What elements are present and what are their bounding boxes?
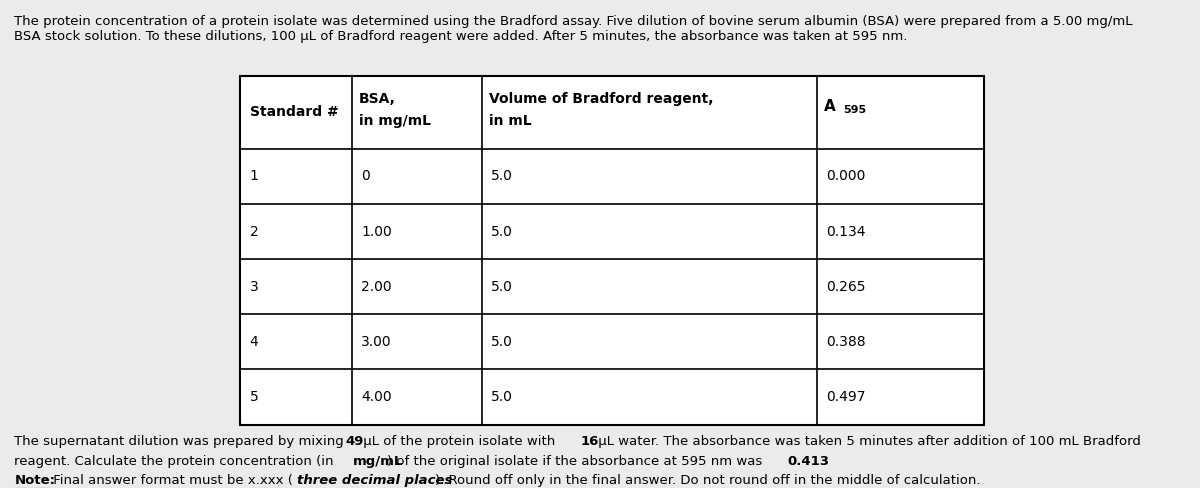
Text: 5.0: 5.0	[492, 390, 514, 404]
Text: three decimal places: three decimal places	[298, 474, 452, 488]
Text: BSA,: BSA,	[359, 92, 396, 105]
Text: 4.00: 4.00	[361, 390, 392, 404]
Text: μL water. The absorbance was taken 5 minutes after addition of 100 mL Bradford: μL water. The absorbance was taken 5 min…	[594, 435, 1141, 448]
Text: The protein concentration of a protein isolate was determined using the Bradford: The protein concentration of a protein i…	[14, 15, 1133, 42]
Text: 5.0: 5.0	[492, 224, 514, 239]
Text: 49: 49	[346, 435, 364, 448]
Text: in mL: in mL	[490, 114, 532, 128]
Text: 595: 595	[842, 105, 866, 115]
Text: 0.134: 0.134	[826, 224, 865, 239]
Text: 1.00: 1.00	[361, 224, 392, 239]
Text: ). Round off only in the final answer. Do not round off in the middle of calcula: ). Round off only in the final answer. D…	[436, 474, 980, 488]
Text: ) of the original isolate if the absorbance at 595 nm was: ) of the original isolate if the absorba…	[386, 455, 767, 468]
Text: 5.0: 5.0	[492, 169, 514, 183]
Text: 0: 0	[361, 169, 370, 183]
Text: 5.0: 5.0	[492, 335, 514, 349]
Text: μL of the protein isolate with: μL of the protein isolate with	[360, 435, 560, 448]
Text: in mg/mL: in mg/mL	[359, 114, 431, 128]
Text: 0.265: 0.265	[826, 280, 865, 294]
Text: 5: 5	[250, 390, 258, 404]
Text: 0.388: 0.388	[826, 335, 866, 349]
Text: 1: 1	[250, 169, 258, 183]
Text: The supernatant dilution was prepared by mixing: The supernatant dilution was prepared by…	[14, 435, 348, 448]
Text: 0.000: 0.000	[826, 169, 865, 183]
Text: 4: 4	[250, 335, 258, 349]
Text: 5.0: 5.0	[492, 280, 514, 294]
Text: 3: 3	[250, 280, 258, 294]
Text: Standard #: Standard #	[250, 105, 338, 119]
Text: A: A	[823, 99, 835, 114]
Text: 0.497: 0.497	[826, 390, 865, 404]
Text: Note:: Note:	[14, 474, 55, 488]
Text: Volume of Bradford reagent,: Volume of Bradford reagent,	[490, 92, 714, 105]
Text: 2.00: 2.00	[361, 280, 392, 294]
Text: 2: 2	[250, 224, 258, 239]
Text: Final answer format must be x.xxx (: Final answer format must be x.xxx (	[49, 474, 293, 488]
Text: mg/mL: mg/mL	[353, 455, 403, 468]
Text: 3.00: 3.00	[361, 335, 392, 349]
Text: 16: 16	[581, 435, 599, 448]
Text: reagent. Calculate the protein concentration (in: reagent. Calculate the protein concentra…	[14, 455, 338, 468]
Text: 0.413: 0.413	[787, 455, 829, 468]
Text: .: .	[822, 455, 826, 468]
